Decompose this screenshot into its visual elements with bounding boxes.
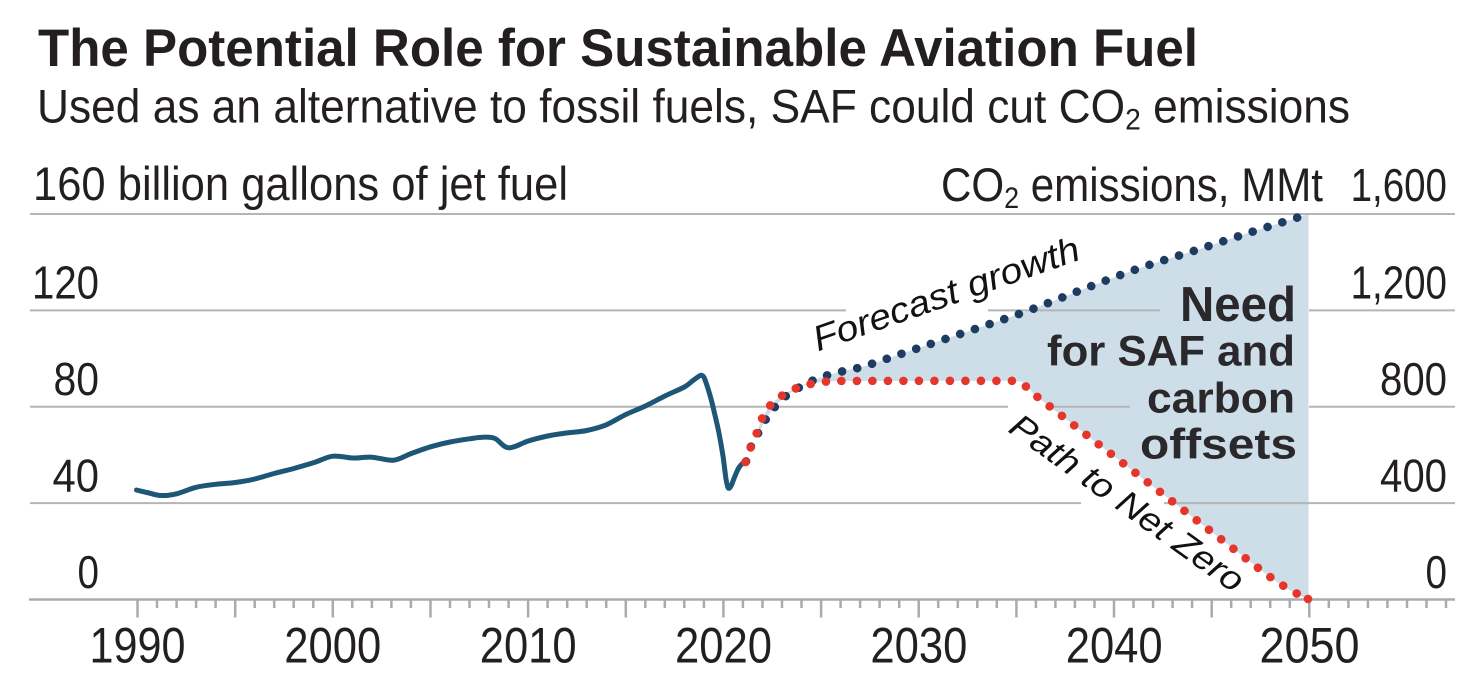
svg-text:carbon: carbon xyxy=(1147,374,1295,422)
svg-text:2030: 2030 xyxy=(870,618,967,674)
svg-text:0: 0 xyxy=(1426,546,1448,598)
svg-text:2000: 2000 xyxy=(284,618,381,674)
svg-text:400: 400 xyxy=(1380,449,1447,501)
svg-text:2020: 2020 xyxy=(675,618,772,674)
svg-text:CO2 emissions, MMt: CO2 emissions, MMt xyxy=(941,158,1323,215)
svg-text:Used as an alternative to foss: Used as an alternative to fossil fuels, … xyxy=(37,80,1350,137)
svg-text:1,600: 1,600 xyxy=(1351,159,1447,211)
svg-text:The Potential Role for Sustain: The Potential Role for Sustainable Aviat… xyxy=(38,19,1198,78)
svg-text:offsets: offsets xyxy=(1140,421,1297,469)
svg-text:160 billion gallons of jet fue: 160 billion gallons of jet fuel xyxy=(33,157,568,210)
svg-text:800: 800 xyxy=(1380,353,1447,405)
svg-text:40: 40 xyxy=(53,449,100,501)
svg-text:for SAF and: for SAF and xyxy=(1047,328,1295,376)
svg-text:120: 120 xyxy=(32,257,99,309)
svg-text:1990: 1990 xyxy=(90,618,186,674)
svg-text:0: 0 xyxy=(78,546,100,598)
svg-text:2050: 2050 xyxy=(1260,618,1360,674)
svg-text:2010: 2010 xyxy=(480,618,577,674)
svg-text:2040: 2040 xyxy=(1066,618,1163,674)
svg-text:Need: Need xyxy=(1180,278,1296,332)
svg-text:80: 80 xyxy=(54,353,100,405)
svg-text:1,200: 1,200 xyxy=(1351,257,1447,309)
